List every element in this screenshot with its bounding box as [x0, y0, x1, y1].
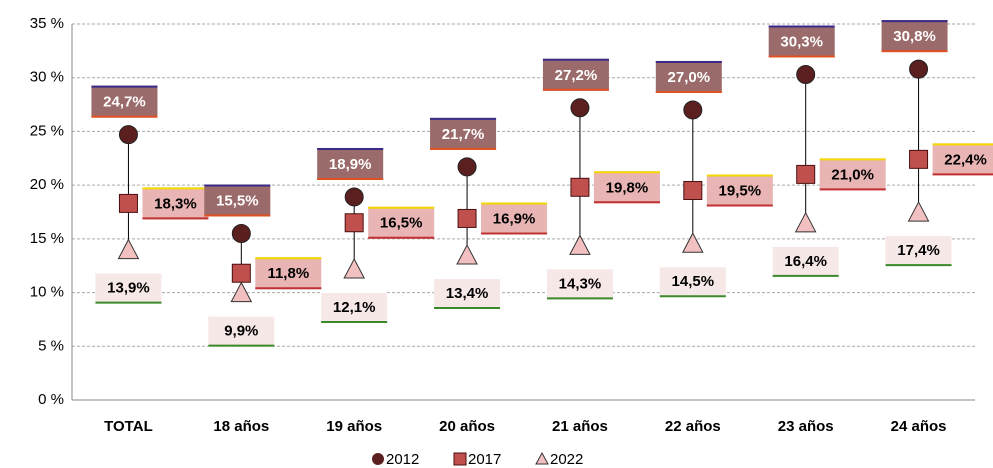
dot — [457, 157, 477, 177]
data-label: 15,5% — [216, 192, 259, 209]
data-label: 21,7% — [442, 126, 485, 143]
square-marker — [570, 177, 590, 197]
x-tick-label: TOTAL — [104, 418, 153, 435]
data-label: 19,8% — [606, 179, 649, 196]
square-marker — [909, 149, 929, 169]
data-label: 27,0% — [668, 69, 711, 86]
data-label-box — [434, 277, 501, 310]
data-label-box — [885, 234, 952, 267]
triangle-marker — [569, 234, 591, 255]
data-label: 18,9% — [329, 156, 372, 173]
square-marker — [457, 208, 477, 228]
triangle-marker — [794, 211, 817, 233]
data-label: 16,4% — [784, 253, 827, 270]
legend-marker — [453, 452, 467, 466]
data-label-box — [659, 265, 726, 298]
data-label: 16,9% — [493, 210, 536, 227]
triangle-marker — [117, 238, 140, 260]
data-label: 19,5% — [719, 182, 762, 199]
data-label-box — [481, 202, 548, 235]
y-tick-label: 10 % — [30, 284, 64, 301]
data-label-box — [593, 171, 660, 204]
triangle-marker — [907, 201, 930, 222]
data-label: 13,4% — [446, 285, 489, 302]
data-label: 16,5% — [380, 215, 423, 232]
legend-marker — [372, 453, 384, 465]
dot — [344, 187, 364, 207]
data-label-box — [881, 20, 948, 53]
x-tick-label: 18 años — [213, 418, 269, 435]
x-tick-label: 23 años — [778, 418, 834, 435]
data-label-box — [208, 314, 275, 347]
data-label-box — [768, 25, 835, 58]
dot — [570, 98, 590, 118]
square-marker — [231, 263, 251, 283]
data-label-box — [204, 184, 271, 217]
data-label-box — [819, 158, 886, 191]
data-label: 27,2% — [555, 67, 598, 84]
data-label: 12,1% — [333, 299, 376, 316]
x-tick-label: 20 años — [439, 418, 495, 435]
square-marker — [683, 181, 703, 201]
data-label-box — [317, 147, 384, 180]
data-label: 24,7% — [103, 94, 146, 111]
legend-marker — [535, 451, 549, 465]
data-label-box — [655, 60, 722, 93]
data-label: 13,9% — [107, 280, 150, 297]
data-label-box — [546, 267, 613, 300]
x-tick-label: 22 años — [665, 418, 721, 435]
x-tick-label: 21 años — [552, 418, 608, 435]
data-label-box — [142, 187, 209, 220]
triangle-marker — [230, 281, 253, 303]
triangle-marker — [681, 232, 704, 253]
legend-label: 2022 — [550, 451, 583, 468]
square-marker — [796, 164, 816, 184]
data-label-box — [255, 257, 322, 290]
data-label-box — [542, 58, 609, 91]
dot — [683, 100, 703, 120]
y-tick-label: 35 % — [30, 15, 64, 32]
triangle-marker — [456, 243, 478, 265]
data-label-box — [430, 117, 497, 150]
data-label: 17,4% — [897, 242, 940, 259]
data-label: 21,0% — [831, 166, 874, 183]
data-label-box — [321, 291, 388, 324]
data-label: 9,9% — [224, 323, 258, 340]
triangle-marker — [343, 257, 366, 279]
data-label-box — [368, 206, 435, 239]
data-label: 30,8% — [893, 28, 936, 45]
y-tick-label: 5 % — [38, 337, 64, 354]
y-tick-label: 0 % — [38, 391, 64, 408]
data-label-box — [932, 143, 993, 176]
dot — [118, 125, 138, 145]
y-tick-label: 25 % — [30, 122, 64, 139]
data-label: 14,3% — [559, 275, 602, 292]
dot — [231, 223, 251, 243]
data-label-box — [91, 85, 158, 118]
square-marker — [344, 213, 364, 233]
dot — [796, 64, 816, 84]
data-label-box — [95, 271, 162, 304]
x-tick-label: 19 años — [326, 418, 382, 435]
y-tick-label: 15 % — [30, 230, 64, 247]
square-marker — [118, 193, 138, 213]
y-tick-label: 20 % — [30, 176, 64, 193]
data-label: 30,3% — [780, 33, 823, 50]
x-tick-label: 24 años — [891, 418, 947, 435]
dot — [909, 59, 929, 79]
legend-label: 2012 — [386, 451, 419, 468]
data-label: 14,5% — [672, 273, 715, 290]
data-label: 22,4% — [944, 151, 987, 168]
data-label: 11,8% — [267, 265, 309, 282]
data-label-box — [706, 174, 773, 207]
legend-label: 2017 — [468, 451, 501, 468]
data-label: 18,3% — [154, 195, 197, 212]
data-label-box — [772, 244, 839, 277]
y-tick-label: 30 % — [30, 69, 64, 86]
